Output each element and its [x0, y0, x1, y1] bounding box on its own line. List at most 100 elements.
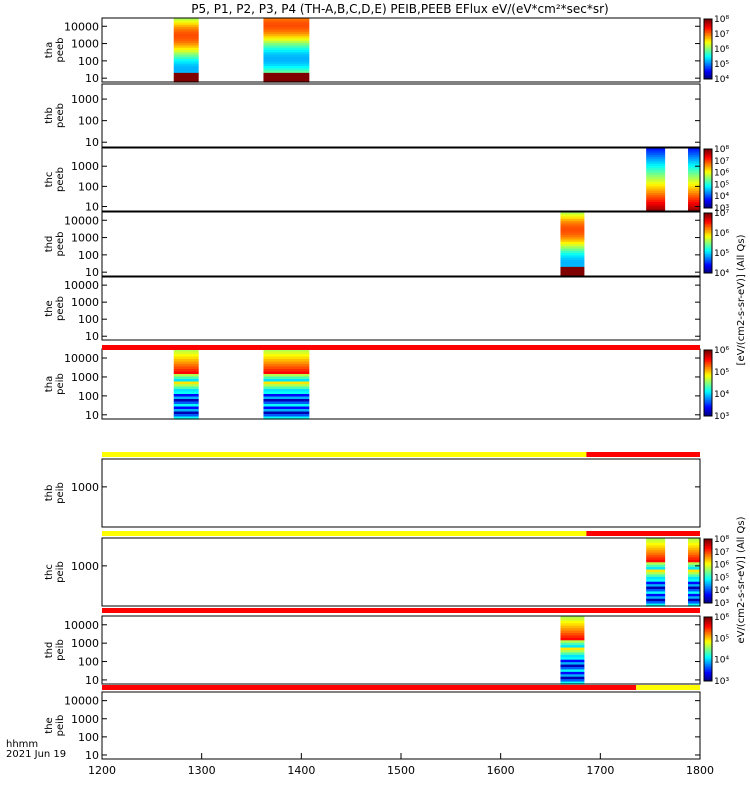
- spectrogram-row: [688, 195, 700, 199]
- spectrogram-row: [560, 237, 585, 241]
- spectrogram-row: [646, 181, 666, 185]
- spectrogram-row: [646, 542, 666, 546]
- y-tick-label: 100: [78, 55, 99, 68]
- y-tick-label: 1000: [71, 713, 99, 726]
- colorbar-step: [704, 231, 712, 233]
- panel-product-label: peeb: [55, 167, 66, 192]
- spectrogram-row: [263, 381, 310, 385]
- colorbar-step: [704, 406, 712, 409]
- spectrogram-row: [173, 394, 199, 398]
- spectrogram-row: [173, 376, 199, 380]
- colorbar-tick-label: 10⁷: [714, 548, 729, 558]
- panel-frame: [101, 691, 701, 760]
- colorbar-step: [704, 590, 712, 593]
- spectrogram-row: [560, 246, 585, 250]
- spectrogram-row: [173, 38, 199, 42]
- spectrogram-row: [646, 166, 666, 169]
- spectrogram-row: [688, 547, 700, 551]
- spectrogram-block: [263, 18, 310, 83]
- colorbar-step: [704, 163, 712, 166]
- colorbar-step: [704, 625, 712, 628]
- colorbar-step: [704, 389, 712, 392]
- colorbar-step: [704, 587, 712, 590]
- spectrogram-row: [173, 68, 199, 72]
- panel-product-label: peib: [55, 715, 66, 737]
- colorbar-tick-label: 10⁵: [714, 180, 729, 190]
- spectrogram-row: [263, 66, 310, 69]
- spectrogram-row: [646, 159, 666, 163]
- spectrogram-row: [688, 177, 700, 181]
- panel-frame: [101, 458, 701, 528]
- colorbar: 10³ 10⁴ 10⁵ 10⁶ 10⁷ 10⁸: [703, 535, 729, 609]
- spectrogram-row: [646, 550, 666, 554]
- colorbar-step: [704, 655, 712, 658]
- colorbar-step: [704, 399, 712, 402]
- spectrogram-row: [688, 576, 700, 580]
- colorbar-step: [704, 674, 712, 677]
- y-tick-label: 1000: [71, 38, 99, 51]
- spectrogram-row: [263, 31, 310, 35]
- colorbar-step: [704, 572, 712, 575]
- spectrogram-row: [263, 396, 310, 400]
- colorbar-step: [704, 35, 712, 38]
- colorbar-step: [704, 558, 712, 561]
- colorbar-step: [704, 52, 712, 54]
- colorbar-step: [704, 166, 712, 169]
- spectrogram-row: [646, 184, 666, 187]
- spectrogram-row: [173, 404, 199, 408]
- panel-product-label: peib: [55, 639, 66, 661]
- panel-frame: [101, 147, 701, 212]
- panel-frame: [101, 615, 701, 685]
- colorbar-step: [704, 567, 712, 570]
- colorbar-step: [704, 653, 712, 656]
- colorbar-step: [704, 199, 712, 202]
- colorbar-step: [704, 583, 712, 586]
- spectrogram-row: [688, 591, 700, 595]
- colorbar-step: [704, 246, 712, 248]
- panel-probe-label: the: [44, 300, 55, 316]
- colorbar-step: [704, 563, 712, 566]
- spectrogram-row: [646, 175, 666, 178]
- colorbar-step: [704, 617, 712, 620]
- spectrogram-row: [263, 75, 310, 79]
- y-tick-label: 10000: [64, 695, 99, 708]
- colorbar-step: [704, 181, 712, 184]
- spectrogram-row: [560, 681, 585, 685]
- status-segment: [636, 685, 700, 690]
- colorbar-step: [704, 577, 712, 580]
- spectrogram-block: [688, 538, 700, 607]
- colorbar-step: [704, 618, 712, 621]
- status-segment: [102, 531, 587, 536]
- panel-tha-peeb: 10 100 1000 10000 tha peeb 10⁴ 10⁵ 10⁶ 10⁷ 10⁸: [44, 15, 729, 85]
- colorbar-step: [704, 59, 712, 62]
- colorbar-step: [704, 387, 712, 391]
- x-tick-label: 1500: [387, 764, 415, 777]
- spectrogram-row: [646, 148, 666, 151]
- colorbar-step: [704, 156, 712, 159]
- colorbar-tick-label: 10⁵: [714, 249, 729, 259]
- spectrogram-row: [646, 589, 666, 593]
- y-tick-label: 100: [78, 390, 99, 403]
- colorbar-step: [704, 658, 712, 661]
- spectrogram-block: [173, 18, 199, 83]
- spectrogram-row: [646, 581, 666, 585]
- spectrogram-row: [688, 572, 700, 576]
- colorbar-step: [704, 588, 712, 591]
- colorbar-tick-label: 10⁷: [714, 30, 729, 40]
- spectrogram-row: [688, 603, 700, 607]
- spectrogram-row: [263, 70, 310, 74]
- spectrogram-row: [263, 43, 310, 47]
- spectrogram-row: [560, 630, 585, 634]
- spectrogram-row: [646, 564, 666, 568]
- spectrogram-row: [263, 356, 310, 360]
- colorbar-step: [704, 244, 712, 247]
- spectrogram-row: [263, 411, 310, 415]
- spectrogram-row: [263, 27, 310, 31]
- colorbar-step: [704, 555, 712, 558]
- spectrogram-row: [688, 197, 700, 201]
- y-tick-label: 1000: [71, 371, 99, 384]
- spectrogram-row: [263, 54, 310, 58]
- colorbar-step: [704, 70, 712, 72]
- spectrogram-row: [560, 620, 585, 624]
- spectrogram-row: [688, 557, 700, 561]
